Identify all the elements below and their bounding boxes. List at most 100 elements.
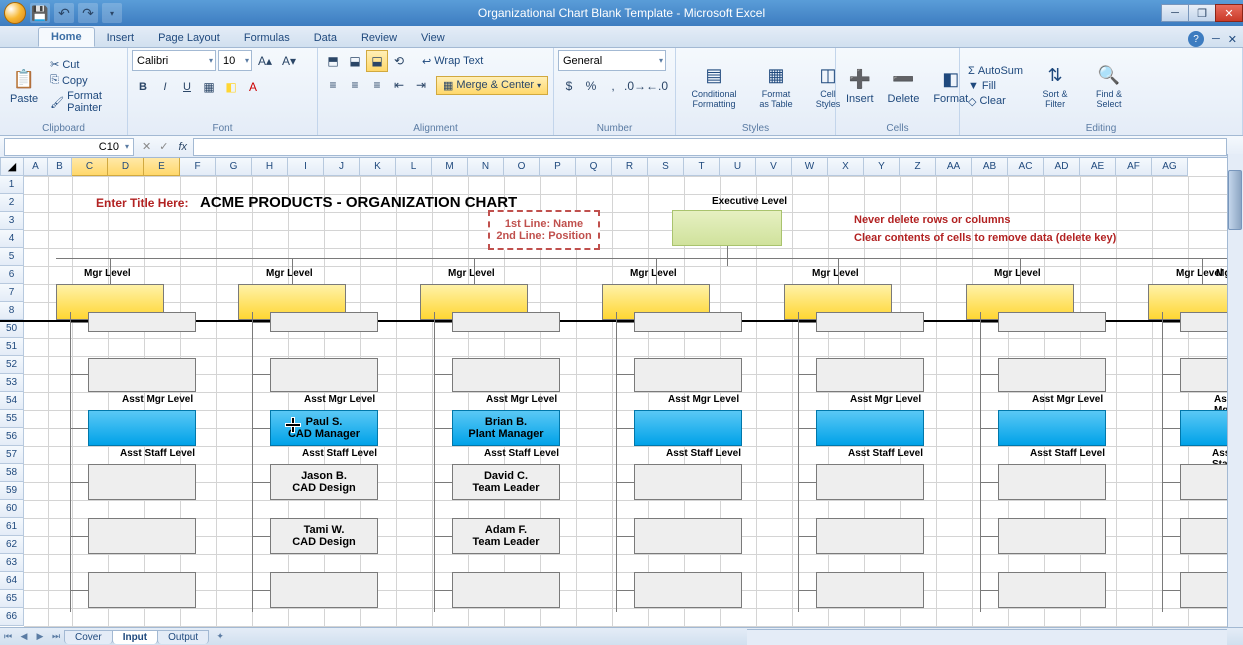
sheet-tab-input[interactable]: Input (112, 630, 158, 644)
save-icon[interactable]: 💾 (30, 3, 50, 23)
indent-dec-icon[interactable]: ⇤ (388, 74, 410, 96)
col-header[interactable]: AB (972, 158, 1008, 176)
conditional-formatting-button[interactable]: ▤Conditional Formatting (680, 61, 748, 111)
row-header[interactable]: 65 (0, 590, 24, 608)
staff-box[interactable] (634, 312, 742, 332)
col-header[interactable]: C (72, 158, 108, 176)
col-header[interactable]: AE (1080, 158, 1116, 176)
grow-font-icon[interactable]: A▴ (254, 50, 276, 72)
row-header[interactable]: 51 (0, 338, 24, 356)
row-header[interactable]: 57 (0, 446, 24, 464)
row-header[interactable]: 6 (0, 266, 24, 284)
border-button[interactable]: ▦ (198, 76, 220, 98)
staff-box[interactable] (816, 312, 924, 332)
align-right-icon[interactable]: ≡ (366, 74, 388, 96)
col-header[interactable]: I (288, 158, 324, 176)
horizontal-scrollbar[interactable] (747, 629, 1227, 645)
asst-staff-box[interactable] (88, 518, 196, 554)
worksheet-grid[interactable]: ◢ABCDEFGHIJKLMNOPQRSTUVWXYZAAABACADAEAFA… (0, 158, 1243, 632)
staff-box[interactable] (452, 312, 560, 332)
col-header[interactable]: R (612, 158, 648, 176)
help-icon[interactable]: ? (1188, 31, 1204, 47)
staff-box[interactable] (88, 312, 196, 332)
sheet-tab-cover[interactable]: Cover (64, 630, 113, 644)
tab-review[interactable]: Review (349, 29, 409, 47)
select-all-button[interactable]: ◢ (0, 158, 24, 176)
comma-icon[interactable]: , (602, 75, 624, 97)
sheet-tab-output[interactable]: Output (157, 630, 209, 644)
doc-close-icon[interactable]: ✕ (1228, 33, 1237, 46)
undo-icon[interactable]: ↶ (54, 3, 74, 23)
row-header[interactable]: 56 (0, 428, 24, 446)
autosum-button[interactable]: ΣAutoSum (964, 64, 1027, 78)
row-header[interactable]: 63 (0, 554, 24, 572)
tab-first-icon[interactable]: ⏮ (0, 629, 16, 645)
format-as-table-button[interactable]: ▦Format as Table (750, 61, 802, 111)
staff-box[interactable] (88, 358, 196, 392)
row-header[interactable]: 60 (0, 500, 24, 518)
find-select-button[interactable]: 🔍Find & Select (1083, 61, 1135, 111)
tab-home[interactable]: Home (38, 27, 95, 47)
minimize-button[interactable]: ─ (1161, 4, 1189, 22)
percent-icon[interactable]: % (580, 75, 602, 97)
asst-staff-box[interactable] (816, 464, 924, 500)
enter-icon[interactable]: ✓ (155, 140, 172, 153)
asst-mgr-box[interactable]: Paul S.CAD Manager (270, 410, 378, 446)
col-header[interactable]: M (432, 158, 468, 176)
asst-staff-box[interactable]: Tami W.CAD Design (270, 518, 378, 554)
maximize-button[interactable]: ❐ (1188, 4, 1216, 22)
fill-color-button[interactable]: ◧ (220, 76, 242, 98)
align-bottom-icon[interactable]: ⬓ (366, 50, 388, 72)
align-top-icon[interactable]: ⬒ (322, 50, 344, 72)
staff-box[interactable] (452, 358, 560, 392)
fx-icon[interactable]: fx (172, 141, 193, 153)
tab-next-icon[interactable]: ▶ (32, 629, 48, 645)
row-header[interactable]: 52 (0, 356, 24, 374)
col-header[interactable]: F (180, 158, 216, 176)
col-header[interactable]: W (792, 158, 828, 176)
clear-button[interactable]: ◇Clear (964, 94, 1027, 109)
staff-box[interactable] (634, 358, 742, 392)
qat-more-icon[interactable]: ▾ (102, 3, 122, 23)
indent-inc-icon[interactable]: ⇥ (410, 74, 432, 96)
col-header[interactable]: O (504, 158, 540, 176)
row-header[interactable]: 59 (0, 482, 24, 500)
row-header[interactable]: 2 (0, 194, 24, 212)
row-header[interactable]: 3 (0, 212, 24, 230)
col-header[interactable]: U (720, 158, 756, 176)
wrap-text-button[interactable]: ↩Wrap Text (418, 54, 487, 69)
align-middle-icon[interactable]: ⬓ (344, 50, 366, 72)
col-header[interactable]: AD (1044, 158, 1080, 176)
col-header[interactable]: V (756, 158, 792, 176)
staff-box[interactable] (270, 312, 378, 332)
col-header[interactable]: S (648, 158, 684, 176)
staff-box[interactable] (270, 358, 378, 392)
asst-staff-box[interactable]: Adam F.Team Leader (452, 518, 560, 554)
col-header[interactable]: Q (576, 158, 612, 176)
font-color-button[interactable]: A (242, 76, 264, 98)
merge-center-button[interactable]: ▦Merge & Center▾ (436, 76, 548, 95)
cancel-icon[interactable]: ✕ (138, 140, 155, 153)
formula-bar[interactable] (193, 138, 1227, 156)
asst-staff-box[interactable] (816, 518, 924, 554)
col-header[interactable]: T (684, 158, 720, 176)
staff-box[interactable] (998, 358, 1106, 392)
asst-staff-box[interactable] (998, 572, 1106, 608)
shrink-font-icon[interactable]: A▾ (278, 50, 300, 72)
cut-button[interactable]: ✂Cut (46, 57, 123, 72)
delete-cells-button[interactable]: ➖Delete (882, 65, 926, 107)
col-header[interactable]: AG (1152, 158, 1188, 176)
asst-staff-box[interactable]: Jason B.CAD Design (270, 464, 378, 500)
asst-mgr-box[interactable] (998, 410, 1106, 446)
asst-staff-box[interactable] (88, 572, 196, 608)
chart-title[interactable]: ACME PRODUCTS - ORGANIZATION CHART (200, 194, 517, 211)
tab-formulas[interactable]: Formulas (232, 29, 302, 47)
tab-insert[interactable]: Insert (95, 29, 147, 47)
row-header[interactable]: 64 (0, 572, 24, 590)
row-header[interactable]: 53 (0, 374, 24, 392)
asst-staff-box[interactable] (634, 464, 742, 500)
name-box[interactable]: C10 (4, 138, 134, 156)
asst-staff-box[interactable] (634, 518, 742, 554)
asst-staff-box[interactable] (998, 518, 1106, 554)
underline-button[interactable]: U (176, 76, 198, 98)
